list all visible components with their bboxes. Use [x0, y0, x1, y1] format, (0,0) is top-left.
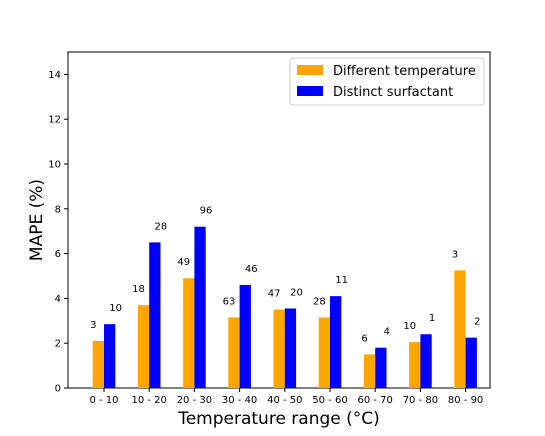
bar-distinct-surfactant: [239, 284, 251, 388]
bar-data-label: 28: [313, 296, 326, 307]
x-axis: 0 - 10 10 - 20 20 - 30 30 - 40 40 - 50 50 - 6…: [89, 388, 483, 406]
bar-distinct-surfactant: [420, 334, 432, 388]
bar-different-temperature: [183, 278, 195, 388]
x-tick-label: 20 - 30: [177, 395, 212, 406]
y-tick-label: 2: [55, 339, 61, 350]
bar-distinct-surfactant: [104, 324, 116, 388]
bar-data-label: 3: [452, 249, 458, 260]
bar-data-label: 6: [361, 333, 367, 344]
bar-different-temperature: [137, 305, 150, 388]
legend-swatch-different-temperature: [297, 65, 323, 75]
bar-data-label: 49: [177, 257, 190, 268]
x-tick-label: 0 - 10: [89, 395, 118, 406]
x-tick-label: 60 - 70: [357, 395, 392, 406]
bar-different-temperature: [363, 354, 376, 388]
x-tick-label: 70 - 80: [403, 395, 438, 406]
legend-label-different-temperature: Different temperature: [333, 64, 476, 79]
legend-swatch-distinct-surfactant: [297, 86, 323, 96]
bar-data-label: 1: [429, 313, 435, 324]
bar-distinct-surfactant: [465, 337, 477, 388]
y-axis: 0 2 4 6 8 10 12 14: [48, 70, 68, 395]
bar-different-temperature: [454, 270, 466, 388]
y-tick-label: 6: [55, 249, 61, 260]
bar-data-label: 2: [474, 317, 480, 328]
bar-data-label: 28: [154, 221, 167, 232]
y-tick-label: 4: [55, 294, 61, 305]
y-tick-label: 0: [55, 384, 61, 395]
bar-data-label: 46: [245, 264, 258, 275]
x-tick-label: 10 - 20: [131, 395, 166, 406]
y-tick-label: 10: [48, 160, 61, 171]
bar-data-label: 47: [268, 289, 281, 300]
y-tick-label: 8: [55, 204, 61, 215]
bar-different-temperature: [409, 342, 421, 388]
legend: Different temperature Distinct surfactan…: [289, 57, 485, 106]
bar-data-label: 4: [384, 327, 390, 338]
bar-data-label: 63: [223, 296, 236, 307]
bar-labels: 3 18 49 63 47 28 6 10 3 10 28 96 46 20 11 4 1 2: [90, 206, 480, 345]
x-tick-label: 80 - 90: [448, 395, 483, 406]
bar-distinct-surfactant: [375, 347, 387, 388]
bar-different-temperature: [228, 317, 240, 388]
bar-distinct-surfactant: [194, 226, 206, 388]
bar-data-label: 10: [403, 321, 416, 332]
bar-data-label: 3: [90, 320, 96, 331]
bar-data-label: 18: [132, 284, 145, 295]
bar-different-temperature: [318, 317, 330, 388]
y-axis-label: MAPE (%): [27, 179, 47, 261]
bar-different-temperature: [273, 309, 285, 388]
x-tick-label: 50 - 60: [312, 395, 347, 406]
bar-distinct-surfactant: [284, 308, 297, 388]
bar-different-temperature: [92, 340, 104, 388]
bar-distinct-surfactant: [149, 242, 161, 388]
x-tick-label: 30 - 40: [222, 395, 257, 406]
y-tick-label: 12: [48, 115, 61, 126]
bars: [92, 226, 477, 388]
x-axis-label: Temperature range (°C): [177, 409, 380, 429]
bar-data-label: 20: [290, 287, 303, 298]
legend-box: [289, 57, 485, 106]
legend-label-distinct-surfactant: Distinct surfactant: [333, 85, 453, 100]
bar-data-label: 11: [335, 275, 348, 286]
bar-distinct-surfactant: [330, 296, 342, 388]
bar-data-label: 96: [200, 206, 213, 217]
bar-data-label: 10: [109, 303, 122, 314]
x-tick-label: 40 - 50: [267, 395, 302, 406]
y-tick-label: 14: [48, 70, 61, 81]
